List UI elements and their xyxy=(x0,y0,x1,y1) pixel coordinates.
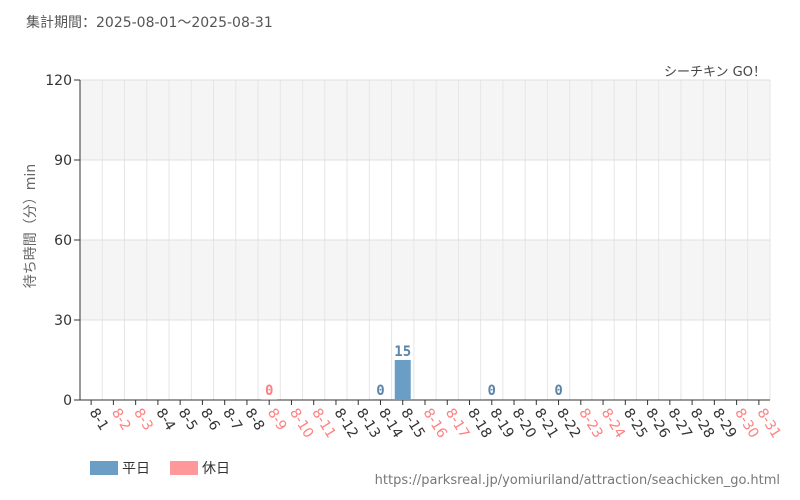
plot-band xyxy=(80,160,770,240)
x-tick-label-8-1: 8-1 xyxy=(86,406,112,434)
data-label-8-22: 0 xyxy=(554,383,562,399)
period-value: 2025-08-01〜2025-08-31 xyxy=(96,15,273,31)
legend-item-weekday[interactable]: 平日 xyxy=(90,458,150,478)
legend: 平日 休日 xyxy=(90,458,250,478)
x-tick-label-8-2: 8-2 xyxy=(108,406,134,434)
y-tick-label: 90 xyxy=(54,153,72,169)
plot-band xyxy=(80,240,770,320)
legend-swatch-holiday xyxy=(170,461,198,475)
x-tick-label-8-9: 8-9 xyxy=(264,406,290,434)
y-tick-label: 0 xyxy=(63,393,72,409)
data-label-8-14: 0 xyxy=(376,383,384,399)
x-tick-label-8-4: 8-4 xyxy=(153,406,179,434)
plot-band xyxy=(80,80,770,160)
data-label-8-15: 15 xyxy=(394,344,411,360)
plot-band xyxy=(80,320,770,400)
bar-8-22 xyxy=(550,399,567,400)
data-label-8-9: 0 xyxy=(265,383,273,399)
legend-label-weekday: 平日 xyxy=(122,461,150,477)
x-tick-label-8-5: 8-5 xyxy=(175,406,201,434)
x-tick-label-8-8: 8-8 xyxy=(242,406,268,434)
bar-8-9 xyxy=(261,399,278,400)
period-label: 集計期間： xyxy=(26,15,96,31)
y-tick-label: 30 xyxy=(54,313,72,329)
bar-8-19 xyxy=(483,399,500,400)
x-tick-label-8-6: 8-6 xyxy=(197,406,223,434)
x-tick-label-8-3: 8-3 xyxy=(130,406,156,434)
y-tick-label: 60 xyxy=(54,233,72,249)
data-label-8-19: 0 xyxy=(488,383,496,399)
x-tick-label-8-31: 8-31 xyxy=(753,406,783,441)
bar-8-15 xyxy=(394,360,411,400)
y-tick-label: 120 xyxy=(45,73,72,89)
legend-label-holiday: 休日 xyxy=(202,461,230,477)
period-text: 集計期間：2025-08-01〜2025-08-31 xyxy=(26,12,273,32)
attraction-name: シーチキン GO！ xyxy=(663,65,766,80)
legend-swatch-weekday xyxy=(90,461,118,475)
bar-8-14 xyxy=(372,399,389,400)
source-url[interactable]: https://parksreal.jp/yomiuriland/attract… xyxy=(374,473,780,488)
legend-item-holiday[interactable]: 休日 xyxy=(170,458,230,478)
x-tick-label-8-7: 8-7 xyxy=(219,406,245,434)
